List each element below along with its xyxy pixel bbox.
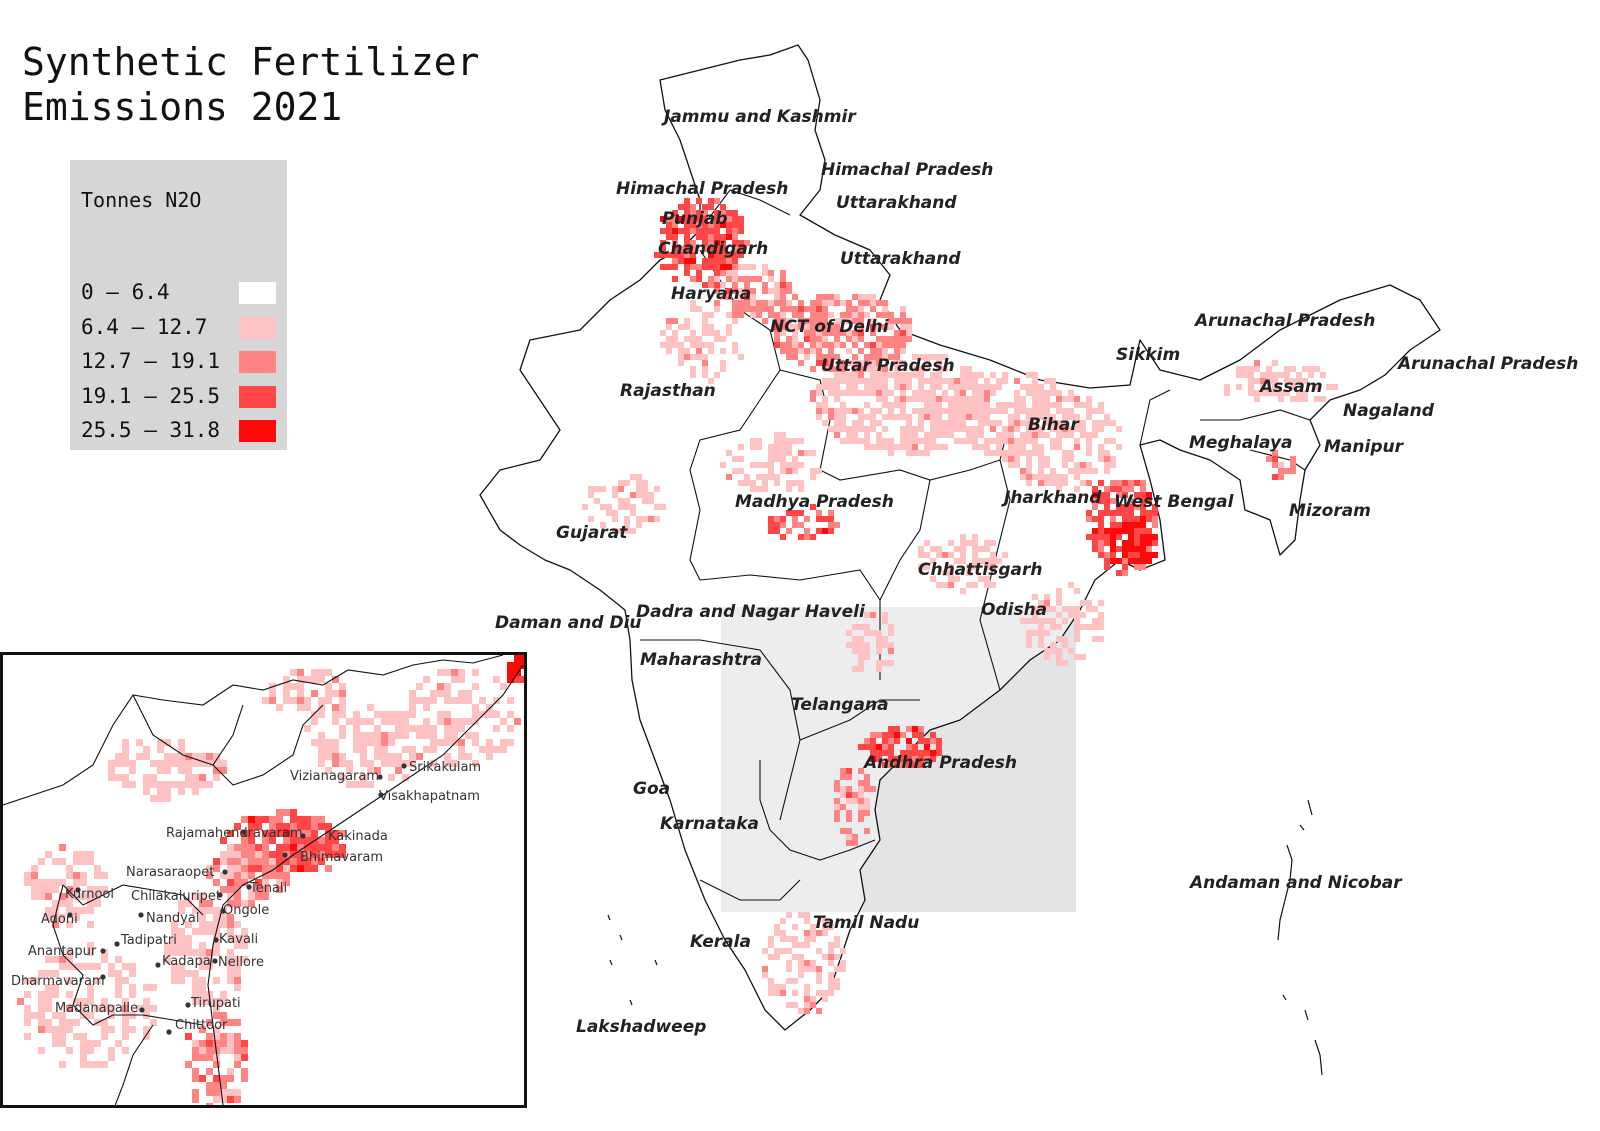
legend-row: 19.1 – 25.5 bbox=[81, 382, 281, 417]
city-label: Tadipatri bbox=[120, 933, 177, 948]
state-label: Jammu and Kashmir bbox=[661, 107, 857, 127]
state-label: Uttar Pradesh bbox=[821, 356, 955, 376]
state-labels: Jammu and Kashmir Himachal Pradesh Himac… bbox=[495, 107, 1578, 1037]
state-label: NCT of Delhi bbox=[770, 317, 890, 337]
legend-swatch bbox=[239, 316, 276, 339]
city-label: Narasaraopet bbox=[126, 865, 214, 880]
city-label: Tirupati bbox=[190, 996, 241, 1011]
inset-city-labels: Srikakulam Vizianagaram Visakhapatnam Ra… bbox=[11, 760, 481, 1033]
state-label: Telangana bbox=[791, 695, 889, 715]
city-label: Kavali bbox=[219, 932, 258, 947]
legend-label: 0 – 6.4 bbox=[81, 280, 170, 304]
inset-boundaries bbox=[3, 655, 524, 1105]
islands bbox=[607, 799, 1323, 1076]
state-label: Goa bbox=[633, 779, 670, 799]
city-label: Srikakulam bbox=[409, 760, 481, 775]
emission-cells bbox=[582, 198, 1338, 1014]
state-label: Rajasthan bbox=[620, 381, 716, 401]
legend-row: 25.5 – 31.8 bbox=[81, 416, 281, 451]
state-label: Kerala bbox=[690, 932, 751, 952]
city-label: Kurnool bbox=[65, 887, 114, 902]
legend-swatch bbox=[239, 420, 276, 442]
map-title: Synthetic Fertilizer Emissions 2021 bbox=[22, 40, 480, 130]
state-label: Manipur bbox=[1324, 437, 1405, 457]
state-label: Maharashtra bbox=[640, 650, 762, 670]
state-label: Meghalaya bbox=[1189, 433, 1293, 453]
state-label: Odisha bbox=[981, 600, 1047, 620]
city-label: Chilakaluripet bbox=[131, 889, 221, 904]
city-label: Kadapa bbox=[162, 954, 211, 969]
legend: Tonnes N2O 0 – 6.4 6.4 – 12.7 12.7 – 19.… bbox=[70, 160, 287, 450]
state-label: Haryana bbox=[671, 284, 751, 304]
state-label: Assam bbox=[1258, 377, 1323, 397]
city-label: Bhimavaram bbox=[300, 850, 383, 865]
city-label: Tenali bbox=[249, 881, 287, 896]
state-label: Himachal Pradesh bbox=[821, 160, 993, 180]
legend-row: 0 – 6.4 bbox=[81, 278, 281, 313]
state-label: Sikkim bbox=[1116, 345, 1180, 365]
state-label: Arunachal Pradesh bbox=[1193, 311, 1375, 331]
city-label: Visakhapatnam bbox=[379, 789, 480, 804]
city-label: Kakinada bbox=[328, 829, 388, 844]
legend-row: 6.4 – 12.7 bbox=[81, 313, 281, 348]
city-label: Anantapur bbox=[28, 944, 97, 959]
state-label: Nagaland bbox=[1343, 401, 1435, 421]
city-label: Dharmavaram bbox=[11, 974, 105, 989]
legend-label: 19.1 – 25.5 bbox=[81, 383, 221, 408]
map-title-line2: Emissions 2021 bbox=[22, 85, 343, 129]
city-label: Nandyal bbox=[146, 911, 199, 926]
state-label: Jharkhand bbox=[1001, 488, 1102, 508]
inset-city-dots bbox=[67, 763, 407, 1035]
state-label: Punjab bbox=[662, 209, 728, 229]
state-label: Arunachal Pradesh bbox=[1396, 354, 1578, 374]
state-label: Andaman and Nicobar bbox=[1188, 873, 1403, 893]
state-label: Chandigarh bbox=[658, 239, 768, 259]
legend-label: 6.4 – 12.7 bbox=[81, 314, 208, 339]
legend-swatch bbox=[239, 385, 276, 408]
legend-label: 12.7 – 19.1 bbox=[81, 349, 221, 373]
inset-map: Srikakulam Vizianagaram Visakhapatnam Ra… bbox=[3, 655, 524, 1105]
state-label: Bihar bbox=[1028, 415, 1080, 435]
state-label: Uttarakhand bbox=[836, 193, 957, 213]
state-label: Daman and Diu bbox=[495, 613, 642, 633]
city-label: Vizianagaram bbox=[290, 769, 379, 784]
state-label: Lakshadweep bbox=[576, 1017, 706, 1037]
state-label: Mizoram bbox=[1289, 501, 1371, 521]
legend-swatch bbox=[239, 282, 276, 304]
map-title-line1: Synthetic Fertilizer bbox=[22, 40, 480, 84]
inset-emission-cells bbox=[17, 655, 524, 1105]
legend-row: 12.7 – 19.1 bbox=[81, 347, 281, 382]
andhra-pradesh-inset: Srikakulam Vizianagaram Visakhapatnam Ra… bbox=[0, 652, 527, 1108]
state-label: Uttarakhand bbox=[840, 249, 961, 269]
legend-label: 25.5 – 31.8 bbox=[81, 418, 221, 442]
city-label: Madanapalle bbox=[55, 1001, 138, 1016]
state-label: Madhya Pradesh bbox=[735, 492, 894, 512]
state-label: Tamil Nadu bbox=[813, 913, 919, 933]
city-label: Ongole bbox=[223, 903, 269, 918]
legend-title: Tonnes N2O bbox=[81, 188, 202, 212]
city-label: Chittoor bbox=[175, 1018, 228, 1033]
city-label: Adoni bbox=[41, 912, 78, 927]
legend-rows: 0 – 6.4 6.4 – 12.7 12.7 – 19.1 19.1 – 25… bbox=[81, 278, 281, 451]
state-label: West Bengal bbox=[1114, 492, 1235, 512]
legend-swatch bbox=[239, 351, 276, 373]
state-label: Andhra Pradesh bbox=[862, 753, 1017, 773]
state-label: Gujarat bbox=[556, 523, 628, 543]
state-label: Dadra and Nagar Haveli bbox=[636, 602, 866, 622]
city-label: Rajamahendravaram bbox=[166, 826, 303, 841]
state-label: Himachal Pradesh bbox=[616, 179, 788, 199]
state-label: Karnataka bbox=[660, 814, 759, 834]
city-label: Nellore bbox=[218, 955, 264, 970]
state-label: Chhattisgarh bbox=[918, 560, 1042, 580]
